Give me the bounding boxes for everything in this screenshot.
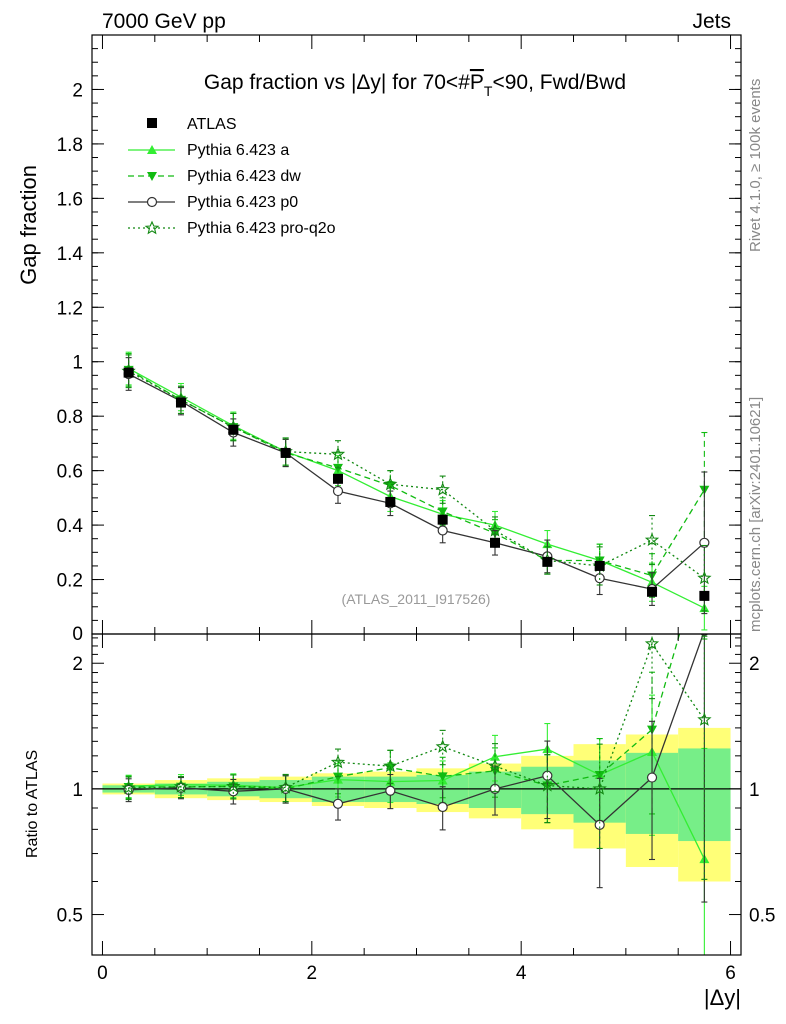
legend-marker-a: [147, 145, 157, 154]
data-point-atlas: [542, 556, 553, 567]
series-point-3: [487, 522, 503, 537]
main-y-tick-label: 1.8: [57, 135, 83, 156]
ratio-y-tick-label-right: 1: [749, 780, 760, 801]
ratio-y-axis-label: Ratio to ATLAS: [24, 750, 41, 858]
legend-label-a: Pythia 6.423 a: [187, 142, 289, 159]
ratio-plot-series: [121, 634, 712, 955]
ratio-point-1: [437, 772, 448, 782]
ratio-y-tick-label-right: 0.5: [749, 906, 775, 927]
data-point-atlas: [123, 367, 134, 378]
x-tick-label: 6: [725, 963, 736, 984]
series-point-3: [383, 476, 398, 491]
ratio-point-3: [487, 758, 503, 773]
chart-title: Gap fraction vs |Δy| for 70<#PT<90, Fwd/…: [204, 71, 626, 99]
data-point-atlas: [699, 590, 710, 601]
process-label: Jets: [692, 10, 731, 33]
data-point-atlas: [647, 586, 658, 597]
legend-marker-q2o: [144, 220, 160, 235]
mcplots-label: mcplots.cern.ch [arXiv:2401.10621]: [747, 397, 764, 632]
main-y-tick-label: 1: [72, 353, 83, 374]
ratio-point-3: [592, 781, 607, 795]
data-point-atlas: [490, 537, 501, 548]
x-tick-label: 0: [97, 963, 108, 984]
main-y-tick-label: 1.6: [57, 189, 83, 210]
data-point-atlas: [175, 397, 186, 408]
data-point-atlas: [437, 514, 448, 525]
x-tick-label: 4: [516, 963, 527, 984]
ratio-y-tick-label: 2: [72, 654, 83, 675]
ratio-line-0: [128, 748, 705, 860]
main-y-tick-label: 1.4: [57, 244, 84, 265]
ratio-point-2: [385, 785, 396, 796]
ratio-line-3: [128, 642, 705, 790]
ratio-point-3: [383, 758, 398, 773]
legend-label-q2o: Pythia 6.423 pro-q2o: [187, 220, 336, 237]
series-line-3: [128, 370, 705, 579]
main-y-tick-label: 0.8: [57, 407, 83, 428]
main-y-tick-label: 2: [72, 80, 83, 101]
ratio-uncertainty-bands: [102, 727, 731, 882]
ratio-point-3: [330, 754, 346, 769]
data-point-atlas: [280, 447, 291, 458]
ratio-point-3: [435, 739, 450, 753]
series-point-3: [435, 482, 450, 496]
series-point-3: [644, 532, 660, 547]
ratio-y-tick-label-right: 2: [749, 654, 760, 675]
ratio-point-2: [228, 786, 239, 797]
ratio-line-2: [128, 634, 704, 826]
ratio-plot-frame: [91, 633, 742, 956]
series-line-2: [128, 373, 705, 590]
data-point-atlas: [332, 473, 343, 484]
legend-label-p0: Pythia 6.423 p0: [187, 194, 298, 211]
ratio-point-3: [644, 636, 660, 650]
energy-label: 7000 GeV pp: [102, 10, 226, 33]
legend-label-atlas: ATLAS: [187, 116, 237, 133]
main-y-tick-label: 0.4: [57, 516, 84, 537]
legend: ATLAS Pythia 6.423 a Pythia 6.423 dw Pyt…: [128, 116, 336, 237]
ratio-point-2: [646, 772, 658, 783]
axes: 0.2 0.4 0.6 0.8 1 1.2 1.4 1.6 1.8 2 0 0 2 4 6 0.5 0.5 1 1 2…: [57, 34, 775, 984]
ratio-point-2: [594, 819, 605, 830]
series-line-0: [128, 367, 705, 609]
legend-marker-p0: [146, 196, 158, 208]
x-tick-label: 2: [307, 963, 318, 984]
ratio-y-tick-label: 1: [72, 780, 83, 801]
ratio-point-3: [173, 779, 189, 793]
ratio-point-1: [594, 770, 605, 780]
main-y-tick-label: 0: [72, 624, 83, 645]
rivet-version-label: Rivet 4.1.0, ≥ 100k events: [747, 79, 764, 252]
legend-label-dw: Pythia 6.423 dw: [187, 168, 301, 185]
legend-marker-atlas: [147, 118, 157, 128]
x-axis-label: |Δy|: [704, 985, 741, 1010]
series-point-2: [332, 485, 344, 497]
series-point-1: [437, 507, 448, 517]
ratio-point-3: [278, 780, 293, 794]
main-plot-series: [121, 351, 712, 631]
series-line-1: [128, 369, 705, 577]
data-point-atlas: [594, 560, 605, 571]
data-point-atlas: [228, 424, 239, 435]
legend-marker-dw: [147, 172, 157, 181]
ratio-point-2: [332, 798, 344, 809]
ratio-point-3: [121, 780, 136, 795]
analysis-tag: (ATLAS_2011_I917526): [342, 591, 491, 607]
y-axis-label: Gap fraction: [16, 165, 41, 285]
ratio-point-3: [697, 712, 712, 726]
main-y-tick-label: 0.6: [57, 462, 83, 483]
main-y-tick-label: 0.2: [57, 571, 83, 592]
series-point-2: [437, 525, 448, 536]
main-y-tick-label: 1.2: [57, 298, 83, 319]
series-point-3: [330, 446, 346, 461]
ratio-point-3: [226, 778, 241, 793]
ratio-point-2: [437, 801, 448, 813]
ratio-y-tick-label: 0.5: [57, 906, 83, 927]
data-point-atlas: [385, 496, 396, 507]
ratio-point-3: [540, 778, 555, 792]
series-point-3: [697, 570, 712, 585]
